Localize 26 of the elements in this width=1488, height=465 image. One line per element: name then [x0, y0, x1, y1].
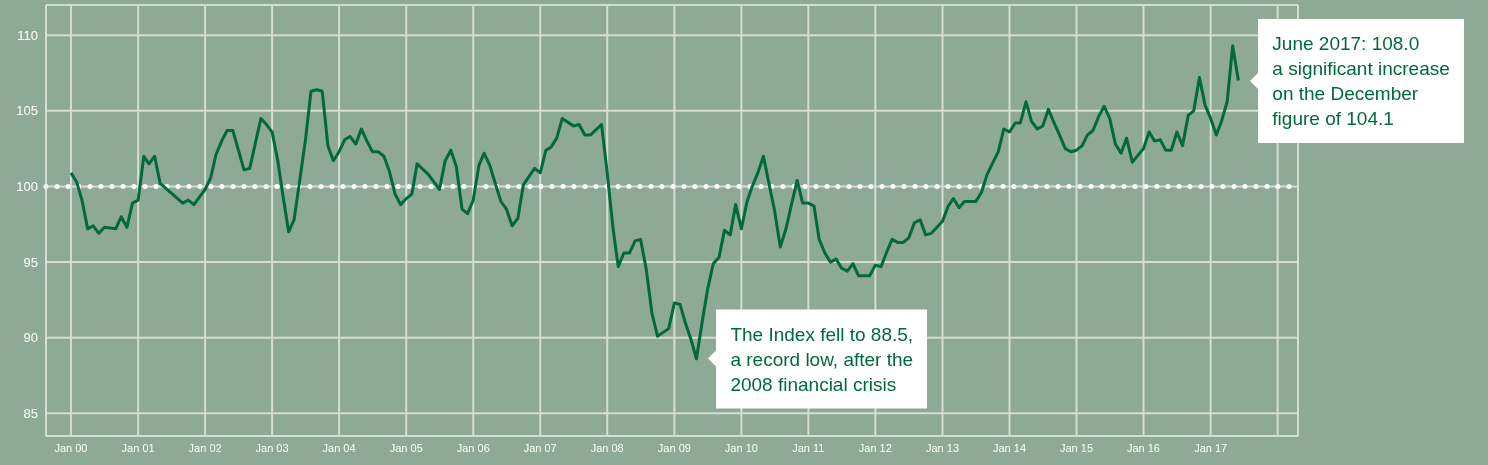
x-tick-label: Jan 01: [121, 441, 155, 454]
x-tick-label: Jan 14: [992, 441, 1027, 454]
x-tick-label: Jan 10: [724, 441, 758, 454]
x-tick-label: Jan 12: [858, 441, 892, 454]
y-tick-label: 95: [23, 254, 38, 270]
x-tick-label: Jan 07: [523, 441, 557, 454]
x-tick-label: Jan 08: [590, 441, 624, 454]
x-tick-label: Jan 09: [657, 441, 691, 454]
annotation: The Index fell to 88.5, a record low, after the 2008 financial crisis: [716, 309, 928, 409]
x-tick-label: Jan 04: [322, 441, 356, 454]
annotation: June 2017: 108.0 a significant increase on the December figure of 104.1: [1258, 18, 1464, 143]
y-tick-label: 110: [17, 27, 38, 43]
x-tick-label: Jan 17: [1194, 441, 1228, 454]
x-tick-label: Jan 05: [389, 441, 423, 454]
y-tick-label: 85: [23, 405, 38, 421]
x-tick-label: Jan 00: [54, 441, 88, 454]
x-tick-label: Jan 03: [255, 441, 289, 454]
y-tick-label: 100: [16, 179, 38, 195]
x-tick-label: Jan 15: [1059, 441, 1093, 454]
x-tick-label: Jan 13: [926, 441, 960, 454]
y-tick-label: 90: [23, 330, 38, 346]
x-tick-label: Jan 16: [1126, 441, 1160, 454]
x-tick-label: Jan 02: [188, 441, 222, 454]
y-tick-label: 105: [16, 103, 38, 119]
x-tick-label: Jan 11: [792, 441, 825, 454]
x-tick-label: Jan 06: [456, 441, 490, 454]
